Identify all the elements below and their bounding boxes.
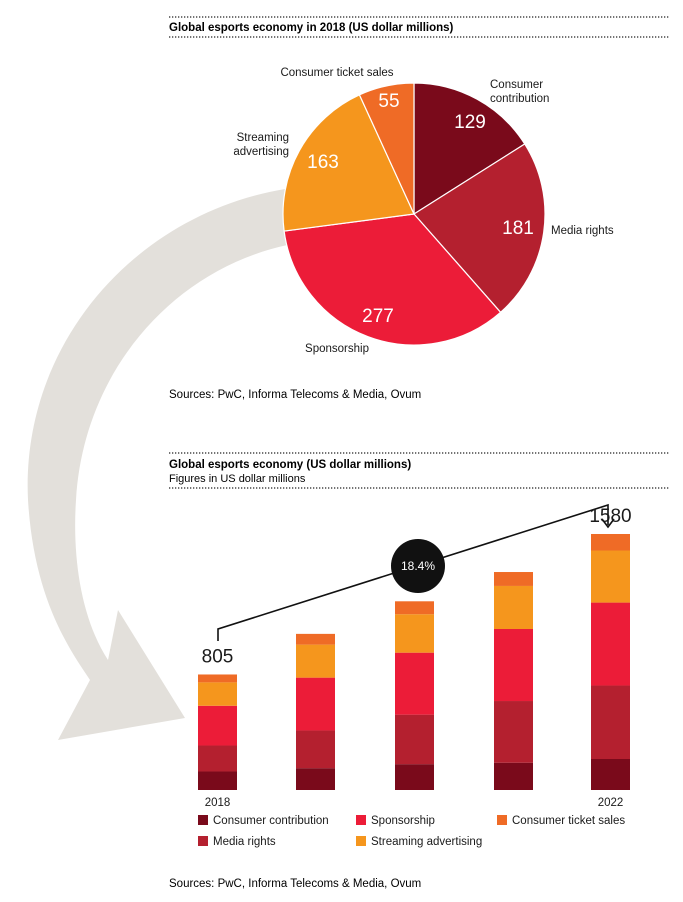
pie-value-label: 129 — [454, 112, 486, 133]
curved-arrow-icon — [27, 185, 322, 740]
pie-slice-label: Streaming advertising — [233, 132, 289, 158]
bar-segment-consumer-contribution — [296, 768, 335, 790]
top-chart-title: Global esports economy in 2018 (US dolla… — [169, 22, 454, 34]
pie-value-label: 163 — [307, 152, 339, 173]
pie-value-label: 55 — [378, 91, 399, 112]
legend-label: Streaming advertising — [371, 836, 482, 848]
pie-slice-label-line: Consumer — [490, 79, 543, 91]
pie-value-label: 277 — [362, 306, 394, 327]
pie-slice-consumer-ticket-sales — [358, 82, 415, 215]
bar-total-label: 1580 — [589, 506, 631, 527]
pie-slice-label-line: contribution — [490, 93, 549, 105]
growth-badge-text: 18.4% — [401, 559, 435, 573]
growth-badge — [391, 539, 445, 593]
pie-slice-label-line: Streaming — [237, 132, 289, 144]
pie-slice-label-line: Media rights — [551, 225, 614, 237]
pie-value-label: 181 — [502, 218, 534, 239]
bar-segment-streaming-advertising — [296, 644, 335, 678]
bar-segment-media-rights — [494, 701, 533, 763]
bar-segment-streaming-advertising — [591, 550, 630, 603]
bar-segment-streaming-advertising — [395, 614, 434, 653]
bar-segment-consumer-ticket-sales — [395, 601, 434, 615]
bar-segment-consumer-contribution — [198, 771, 237, 790]
bar-total-label: 805 — [202, 646, 234, 667]
pie-slice-label-line: Sponsorship — [305, 343, 369, 355]
bar-segment-media-rights — [296, 730, 335, 769]
pie-slice-sponsorship — [283, 213, 502, 346]
bar-segment-sponsorship — [395, 652, 434, 715]
bar-segment-sponsorship — [198, 705, 237, 746]
x-axis-tick-label: 2022 — [598, 797, 624, 809]
bar-segment-consumer-ticket-sales — [198, 674, 237, 683]
x-axis-tick-label: 2018 — [205, 797, 231, 809]
legend: Consumer contribution Sponsorship Consumer… — [198, 815, 625, 848]
bar-segment-sponsorship — [494, 628, 533, 702]
bottom-chart-subtitle: Figures in US dollar millions — [169, 473, 306, 485]
legend-swatch — [198, 836, 208, 846]
pie-slice-label: Consumer ticket sales — [280, 67, 393, 79]
pie-slice-label-line: Consumer ticket sales — [280, 67, 393, 79]
pie-slice-label: Media rights — [551, 225, 614, 237]
legend-label: Consumer contribution — [213, 815, 329, 827]
bar-segment-media-rights — [395, 714, 434, 765]
bar-segment-consumer-ticket-sales — [296, 633, 335, 645]
bar-segment-streaming-advertising — [494, 585, 533, 629]
bar-segment-consumer-contribution — [591, 759, 630, 790]
stacked-bar-chart: 805 2018 1580 2022 — [198, 506, 632, 809]
bar-segment-media-rights — [198, 745, 237, 772]
pie-chart: 129 Consumer contribution 181 Media rights 27… — [233, 67, 614, 355]
legend-swatch — [356, 836, 366, 846]
bottom-chart-title: Global esports economy (US dollar millio… — [169, 459, 411, 471]
bar-segment-streaming-advertising — [198, 682, 237, 706]
bar-segment-consumer-ticket-sales — [591, 533, 630, 551]
bar-segment-sponsorship — [296, 677, 335, 731]
bar-segment-consumer-contribution — [395, 764, 434, 790]
legend-label: Sponsorship — [371, 815, 435, 827]
legend-swatch — [497, 815, 507, 825]
bar-segment-sponsorship — [591, 602, 630, 686]
top-source-note: Sources: PwC, Informa Telecoms & Media, … — [169, 389, 421, 401]
pie-slice-label: Sponsorship — [305, 343, 369, 355]
bar-segment-consumer-contribution — [494, 762, 533, 790]
pie-slice-label: Consumer contribution — [490, 79, 549, 105]
legend-label: Media rights — [213, 836, 276, 848]
pie-slice-streaming-advertising — [282, 94, 415, 232]
bar-segment-consumer-ticket-sales — [494, 572, 533, 586]
legend-swatch — [356, 815, 366, 825]
pie-slice-media-rights — [413, 143, 546, 314]
pie-slice-consumer-contribution — [413, 82, 526, 216]
bottom-source-note: Sources: PwC, Informa Telecoms & Media, … — [169, 878, 421, 890]
legend-label: Consumer ticket sales — [512, 815, 625, 827]
bar-segment-media-rights — [591, 685, 630, 760]
arrow-down-icon — [601, 518, 615, 529]
legend-swatch — [198, 815, 208, 825]
pie-slice-label-line: advertising — [233, 146, 289, 158]
